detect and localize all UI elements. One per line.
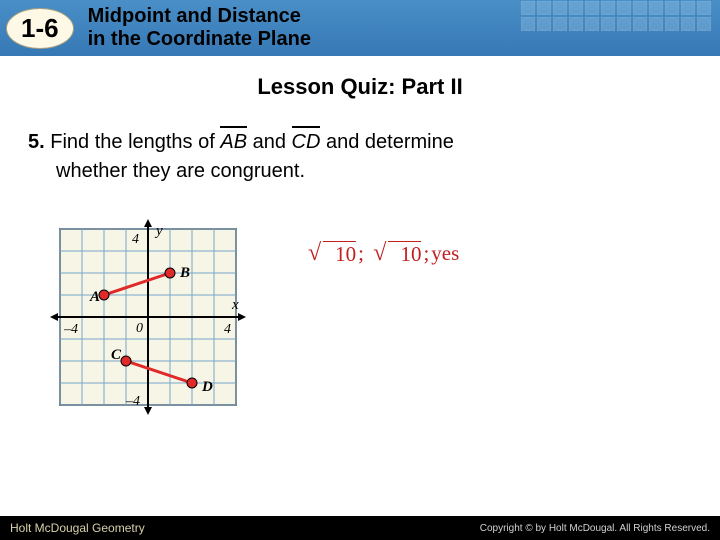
sqrt-icon: √ bbox=[373, 240, 386, 267]
quiz-title: Lesson Quiz: Part II bbox=[0, 74, 720, 100]
footer-brand: Holt McDougal Geometry bbox=[10, 521, 145, 535]
question-number: 5. bbox=[28, 131, 45, 153]
svg-text:B: B bbox=[179, 265, 190, 281]
answer-val1: 10 bbox=[323, 241, 356, 267]
lesson-title-line1: Midpoint and Distance bbox=[88, 5, 311, 28]
svg-text:4: 4 bbox=[132, 232, 139, 247]
question-block: 5. Find the lengths of AB and CD and det… bbox=[28, 128, 692, 186]
answer-sep1: ; bbox=[358, 241, 364, 266]
svg-text:C: C bbox=[111, 347, 122, 363]
sqrt-icon: √ bbox=[308, 240, 321, 267]
answer-val2: 10 bbox=[388, 241, 421, 267]
svg-text:y: y bbox=[154, 223, 163, 239]
content-row: –444–4xy0ABCD √10; √10; yes bbox=[48, 212, 720, 422]
footer-copyright: Copyright © by Holt McDougal. All Rights… bbox=[480, 523, 710, 534]
lesson-title-line2: in the Coordinate Plane bbox=[88, 28, 311, 51]
answer-verdict: yes bbox=[431, 241, 459, 266]
lesson-title: Midpoint and Distance in the Coordinate … bbox=[88, 5, 311, 51]
segment-ab: AB bbox=[220, 128, 247, 157]
answer-sep2: ; bbox=[423, 241, 429, 266]
svg-text:–4: –4 bbox=[125, 394, 140, 409]
q-line2: whether they are congruent. bbox=[56, 160, 305, 182]
svg-text:x: x bbox=[231, 297, 239, 313]
svg-text:–4: –4 bbox=[63, 322, 78, 337]
question-text: 5. Find the lengths of AB and CD and det… bbox=[28, 128, 692, 186]
svg-text:A: A bbox=[89, 289, 100, 305]
svg-text:0: 0 bbox=[136, 321, 143, 336]
lesson-number-badge: 1-6 bbox=[6, 8, 74, 49]
header-decoration bbox=[520, 0, 720, 56]
segment-cd: CD bbox=[292, 128, 321, 157]
footer: Holt McDougal Geometry Copyright © by Ho… bbox=[0, 516, 720, 540]
q-post: and determine bbox=[320, 131, 453, 153]
answer-text: √10; √10; yes bbox=[308, 240, 459, 267]
svg-text:D: D bbox=[201, 379, 213, 395]
svg-text:4: 4 bbox=[224, 322, 231, 337]
q-pre: Find the lengths of bbox=[45, 131, 221, 153]
q-mid: and bbox=[247, 131, 291, 153]
coordinate-graph: –4 4 4 –4 x y 0 A B C D bbox=[48, 212, 248, 422]
lesson-header: 1-6 Midpoint and Distance in the Coordin… bbox=[0, 0, 720, 56]
